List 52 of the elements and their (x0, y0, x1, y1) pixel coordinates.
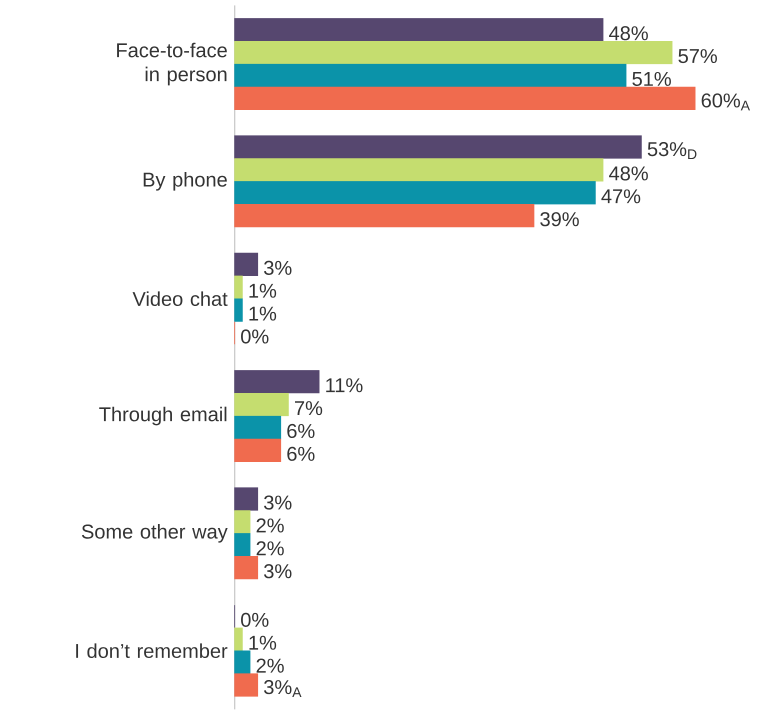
bar (234, 370, 320, 394)
data-label: 6% (287, 446, 314, 462)
bar (234, 181, 596, 205)
data-label: 48% (609, 26, 648, 40)
bar (234, 650, 250, 674)
bar (234, 438, 282, 462)
data-label: 39% (540, 212, 579, 226)
data-label: 48% (609, 166, 648, 181)
bar (234, 41, 672, 64)
data-label: 11% (326, 378, 362, 392)
data-label: 6% (287, 424, 314, 438)
bar (234, 276, 243, 300)
data-label: 51% (632, 72, 671, 86)
bar (234, 393, 289, 416)
bar (234, 64, 626, 88)
data-label: 53%$_{D}$ (648, 142, 696, 160)
data-label: 60%$_{A}$ (702, 94, 750, 110)
bar (234, 86, 696, 110)
data-label: 0% (241, 330, 268, 344)
y-tick-label: I don’t remember (76, 643, 228, 658)
bar (234, 510, 250, 534)
bar (234, 252, 258, 276)
y-tick-label: Through email (99, 406, 226, 426)
bar (234, 674, 258, 697)
data-label: 2% (256, 518, 284, 533)
data-label: 3% (264, 564, 292, 578)
y-tick-label: Face-to-face in person (117, 42, 227, 86)
bar (234, 136, 642, 159)
data-label: 57% (678, 49, 717, 64)
bar (234, 18, 604, 42)
data-label: 3% (264, 260, 292, 276)
data-label: 7% (295, 401, 322, 416)
data-label: 1% (249, 306, 276, 321)
data-label: 47% (601, 189, 640, 204)
bar (234, 416, 282, 440)
y-tick-label: Video chat (132, 291, 228, 306)
data-label: 1% (249, 284, 276, 298)
data-label: 2% (256, 658, 284, 673)
bar (234, 488, 258, 511)
bar (234, 533, 250, 557)
bar (234, 204, 534, 228)
data-label: 0% (241, 612, 268, 628)
bar (234, 298, 243, 322)
data-label: 2% (256, 541, 284, 556)
bar (234, 158, 604, 182)
bar (234, 628, 243, 652)
bar (234, 556, 258, 580)
y-tick-label: By phone (144, 172, 227, 191)
data-label: 1% (249, 636, 276, 650)
y-tick-label: Some other way (82, 524, 228, 543)
data-label: 3%$_{A}$ (264, 680, 302, 698)
data-label: 3% (264, 496, 292, 510)
